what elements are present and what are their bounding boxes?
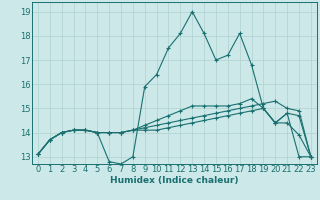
X-axis label: Humidex (Indice chaleur): Humidex (Indice chaleur) bbox=[110, 176, 239, 185]
